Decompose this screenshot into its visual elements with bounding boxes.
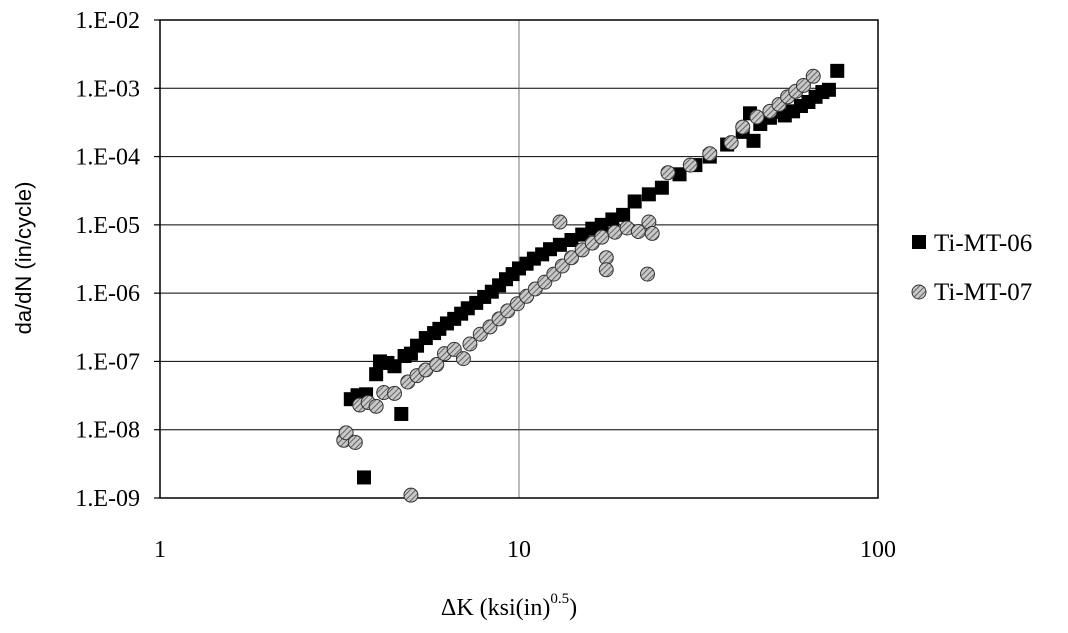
legend-marker-ti-mt-06 — [912, 235, 926, 249]
y-tick-label: 1.E-02 — [75, 8, 140, 34]
data-point-circle — [749, 109, 765, 125]
legend-label-ti-mt-06: Ti-MT-06 — [934, 230, 1032, 257]
data-point-circle — [338, 425, 354, 441]
data-point-circle — [455, 351, 471, 367]
data-point-square — [356, 470, 371, 485]
data-point-square — [552, 237, 567, 252]
data-point-circle — [446, 341, 462, 357]
data-point-circle — [462, 336, 478, 352]
data-point-square — [369, 367, 384, 382]
data-points — [336, 63, 845, 503]
y-tick-label: 1.E-03 — [75, 76, 140, 102]
data-point-circle — [702, 146, 718, 162]
x-tick-label: 100 — [860, 537, 896, 563]
data-point-circle — [563, 250, 579, 266]
data-point-square — [564, 233, 579, 248]
data-point-circle — [644, 225, 660, 241]
legend-label-ti-mt-07: Ti-MT-07 — [934, 279, 1032, 306]
y-tick-label: 1.E-04 — [75, 145, 140, 171]
x-tick-label: 1 — [154, 537, 166, 563]
data-point-circle — [682, 157, 698, 173]
data-point-square — [746, 133, 761, 148]
x-axis-label-suffix: ) — [569, 595, 577, 621]
data-point-circle — [735, 119, 751, 135]
data-point-circle — [368, 398, 384, 414]
y-tick-label: 1.E-08 — [75, 418, 140, 444]
data-point-circle — [795, 77, 811, 93]
data-point-square — [641, 187, 656, 202]
y-tick-label: 1.E-09 — [75, 486, 140, 512]
y-tick-label: 1.E-07 — [75, 349, 140, 375]
data-point-circle — [594, 229, 610, 245]
data-point-square — [672, 167, 687, 182]
data-point-circle — [347, 434, 363, 450]
data-point-square — [627, 194, 642, 209]
data-point-circle — [660, 165, 676, 181]
data-point-circle — [552, 214, 568, 230]
legend-marker-ti-mt-07 — [911, 284, 927, 300]
data-point-square — [821, 82, 836, 97]
x-tick-label: 10 — [507, 537, 531, 563]
grid-lines — [159, 19, 879, 499]
x-axis-label-main: ΔK (ksi(in) — [441, 595, 550, 621]
y-tick-label: 1.E-05 — [75, 213, 140, 239]
y-axis-tick-labels: 1.E-09 1.E-08 1.E-07 1.E-06 1.E-05 1.E-04 1.E-… — [75, 8, 160, 512]
x-axis-label: ΔK (ksi(in)0.5) — [441, 591, 577, 621]
data-point-circle — [429, 357, 445, 373]
series-ti-mt-07 — [336, 68, 821, 503]
data-point-square — [830, 63, 845, 78]
data-point-square — [654, 180, 669, 195]
data-point-circle — [639, 266, 655, 282]
series-ti-mt-06 — [343, 63, 845, 485]
plot-area-border — [159, 19, 879, 499]
data-point-circle — [598, 262, 614, 278]
data-point-square — [616, 207, 631, 222]
data-point-circle — [805, 68, 821, 84]
data-point-square — [605, 212, 620, 227]
legend: Ti-MT-06 Ti-MT-07 — [911, 230, 1032, 306]
data-point-circle — [387, 385, 403, 401]
data-point-square — [594, 217, 609, 232]
x-axis-tick-labels: 1 10 100 — [154, 537, 896, 563]
x-axis-label-superscript: 0.5 — [550, 591, 569, 607]
data-point-square — [394, 406, 409, 421]
data-point-circle — [723, 135, 739, 151]
y-axis-label: da/dN (in/cycle) — [11, 182, 36, 335]
y-tick-label: 1.E-06 — [75, 281, 140, 307]
data-point-circle — [403, 487, 419, 503]
